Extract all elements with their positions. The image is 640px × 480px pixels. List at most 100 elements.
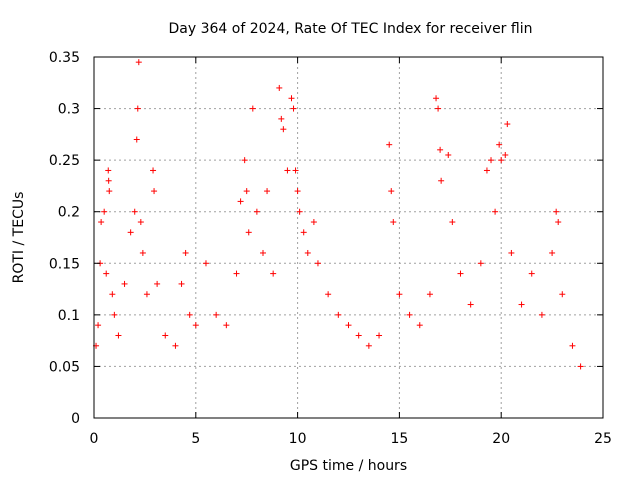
data-point: [449, 219, 456, 226]
data-point: [396, 291, 403, 298]
data-point: [504, 121, 511, 128]
data-point: [345, 322, 352, 329]
data-point: [365, 342, 372, 349]
data-point: [249, 105, 256, 112]
data-point: [288, 95, 295, 102]
data-point: [276, 84, 283, 91]
data-point: [300, 229, 307, 236]
data-point: [498, 157, 505, 164]
data-point: [278, 115, 285, 122]
data-point: [290, 105, 297, 112]
data-point: [335, 311, 342, 318]
y-tick-label: 0.35: [49, 50, 80, 66]
x-axis-title: GPS time / hours: [290, 458, 407, 474]
data-point: [559, 291, 566, 298]
y-tick-label: 0.3: [58, 102, 80, 118]
data-point: [492, 208, 499, 215]
data-point: [416, 322, 423, 329]
data-point: [496, 141, 503, 148]
data-point: [192, 322, 199, 329]
data-point: [131, 208, 138, 215]
data-point: [202, 260, 209, 267]
data-point: [304, 249, 311, 256]
data-point: [223, 322, 230, 329]
data-point: [355, 332, 362, 339]
y-tick-label: 0.15: [49, 256, 80, 272]
data-point: [270, 270, 277, 277]
data-point: [103, 270, 110, 277]
data-point: [151, 188, 158, 195]
data-point: [483, 167, 490, 174]
data-point: [162, 332, 169, 339]
data-point: [259, 249, 266, 256]
data-point: [264, 188, 271, 195]
x-tick-label: 20: [492, 431, 510, 447]
data-point: [186, 311, 193, 318]
data-point: [115, 332, 122, 339]
data-point: [284, 167, 291, 174]
data-point: [437, 146, 444, 153]
data-point: [376, 332, 383, 339]
y-tick-label: 0.2: [58, 205, 80, 221]
data-point: [388, 188, 395, 195]
data-point: [390, 219, 397, 226]
data-point: [467, 301, 474, 308]
data-point: [280, 126, 287, 133]
data-point: [241, 157, 248, 164]
data-point: [253, 208, 260, 215]
data-point: [406, 311, 413, 318]
data-point: [111, 311, 118, 318]
data-point: [134, 105, 141, 112]
data-point: [237, 198, 244, 205]
y-tick-label: 0.05: [49, 359, 80, 375]
data-point: [477, 260, 484, 267]
data-point: [292, 167, 299, 174]
data-point: [105, 167, 112, 174]
data-point: [296, 208, 303, 215]
data-point: [502, 151, 509, 158]
x-tick-label: 10: [289, 431, 307, 447]
data-point: [438, 177, 445, 184]
axis-ticks: [93, 56, 604, 419]
data-point: [133, 136, 140, 143]
data-point: [518, 301, 525, 308]
data-point: [435, 105, 442, 112]
data-point: [553, 208, 560, 215]
data-point: [172, 342, 179, 349]
x-tick-label: 5: [191, 431, 200, 447]
data-point: [426, 291, 433, 298]
y-tick-label: 0: [71, 411, 80, 427]
data-point: [101, 208, 108, 215]
data-point: [105, 177, 112, 184]
data-point: [182, 249, 189, 256]
data-point: [243, 188, 250, 195]
y-tick-label: 0.25: [49, 153, 80, 169]
data-points: [93, 59, 584, 370]
data-point: [433, 95, 440, 102]
data-point: [245, 229, 252, 236]
y-tick-label: 0.1: [58, 308, 80, 324]
x-tick-label: 0: [90, 431, 99, 447]
data-point: [106, 188, 113, 195]
data-point: [139, 249, 146, 256]
data-point: [488, 157, 495, 164]
data-point: [555, 219, 562, 226]
chart-title: Day 364 of 2024, Rate Of TEC Index for r…: [169, 21, 533, 37]
data-point: [528, 270, 535, 277]
data-point: [508, 249, 515, 256]
data-point: [150, 167, 157, 174]
data-point: [294, 188, 301, 195]
x-tick-label: 25: [594, 431, 612, 447]
data-point: [314, 260, 321, 267]
data-point: [127, 229, 134, 236]
y-axis-title: ROTI / TECUs: [11, 192, 27, 284]
data-point: [549, 249, 556, 256]
tick-labels: 0 0.05 0.1 0.15 0.2 0.25 0.3 0.35 0 5 10 15 20 25: [49, 50, 612, 447]
data-point: [457, 270, 464, 277]
data-point: [325, 291, 332, 298]
data-point: [95, 322, 102, 329]
data-point: [386, 141, 393, 148]
data-point: [143, 291, 150, 298]
data-point: [121, 280, 128, 287]
